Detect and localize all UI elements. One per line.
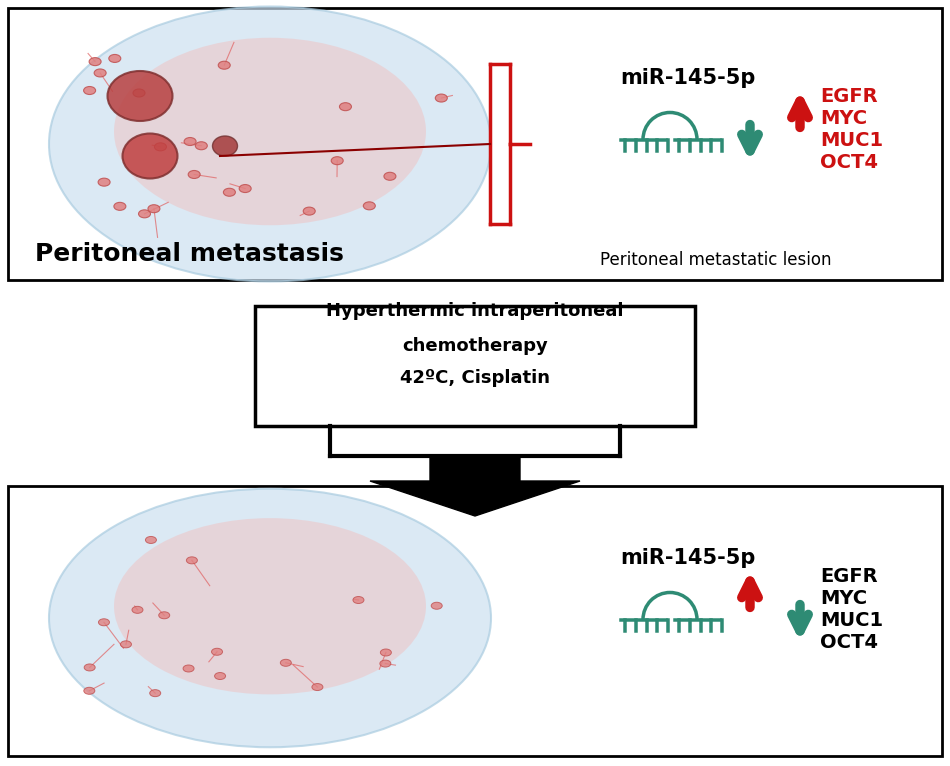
- Ellipse shape: [332, 157, 343, 165]
- Text: Hyperthermic intraperitoneal: Hyperthermic intraperitoneal: [326, 302, 624, 320]
- Ellipse shape: [363, 201, 375, 210]
- Polygon shape: [370, 456, 580, 516]
- Ellipse shape: [223, 188, 236, 196]
- Ellipse shape: [133, 89, 145, 97]
- Ellipse shape: [139, 210, 150, 218]
- Ellipse shape: [353, 597, 364, 604]
- Ellipse shape: [94, 69, 106, 77]
- Ellipse shape: [107, 71, 173, 121]
- Ellipse shape: [184, 138, 196, 146]
- Ellipse shape: [121, 641, 131, 648]
- Ellipse shape: [212, 648, 222, 655]
- Ellipse shape: [431, 602, 442, 609]
- Ellipse shape: [145, 536, 157, 543]
- Ellipse shape: [384, 172, 396, 180]
- Ellipse shape: [312, 683, 323, 690]
- Text: EGFR: EGFR: [820, 87, 878, 106]
- Ellipse shape: [435, 94, 447, 102]
- Ellipse shape: [85, 664, 95, 671]
- Ellipse shape: [114, 518, 426, 694]
- Ellipse shape: [114, 202, 126, 211]
- FancyBboxPatch shape: [8, 8, 942, 280]
- Ellipse shape: [114, 38, 426, 225]
- Ellipse shape: [215, 673, 225, 679]
- Ellipse shape: [98, 178, 110, 186]
- Text: MUC1: MUC1: [820, 611, 884, 630]
- Text: Peritoneal metastasis: Peritoneal metastasis: [35, 242, 344, 266]
- Ellipse shape: [183, 665, 194, 672]
- Ellipse shape: [150, 689, 161, 696]
- Ellipse shape: [339, 103, 352, 110]
- Ellipse shape: [188, 171, 200, 178]
- Text: MUC1: MUC1: [820, 130, 884, 149]
- Text: 42ºC, Cisplatin: 42ºC, Cisplatin: [400, 369, 550, 387]
- Ellipse shape: [218, 61, 230, 69]
- Ellipse shape: [148, 205, 160, 213]
- Ellipse shape: [159, 612, 170, 619]
- Ellipse shape: [49, 489, 491, 748]
- Text: OCT4: OCT4: [820, 152, 878, 172]
- Ellipse shape: [380, 660, 390, 667]
- Text: miR-145-5p: miR-145-5p: [620, 548, 755, 568]
- Ellipse shape: [155, 142, 166, 151]
- Ellipse shape: [89, 57, 101, 66]
- Ellipse shape: [303, 207, 315, 215]
- FancyBboxPatch shape: [255, 306, 695, 426]
- Ellipse shape: [49, 6, 491, 281]
- Text: chemotherapy: chemotherapy: [402, 337, 548, 355]
- Text: MYC: MYC: [820, 109, 867, 127]
- Ellipse shape: [132, 607, 142, 614]
- Ellipse shape: [380, 649, 391, 656]
- Ellipse shape: [123, 133, 178, 178]
- Ellipse shape: [186, 557, 198, 564]
- Ellipse shape: [280, 660, 292, 666]
- Ellipse shape: [84, 687, 95, 694]
- Ellipse shape: [109, 54, 121, 63]
- FancyBboxPatch shape: [8, 486, 942, 756]
- Ellipse shape: [84, 87, 96, 94]
- Ellipse shape: [213, 136, 238, 156]
- Text: EGFR: EGFR: [820, 567, 878, 585]
- Text: Peritoneal metastatic lesion: Peritoneal metastatic lesion: [600, 251, 831, 269]
- Ellipse shape: [239, 185, 251, 192]
- Text: miR-145-5p: miR-145-5p: [620, 68, 755, 88]
- Text: OCT4: OCT4: [820, 633, 878, 652]
- Text: MYC: MYC: [820, 588, 867, 607]
- Ellipse shape: [196, 142, 207, 149]
- Ellipse shape: [99, 619, 109, 626]
